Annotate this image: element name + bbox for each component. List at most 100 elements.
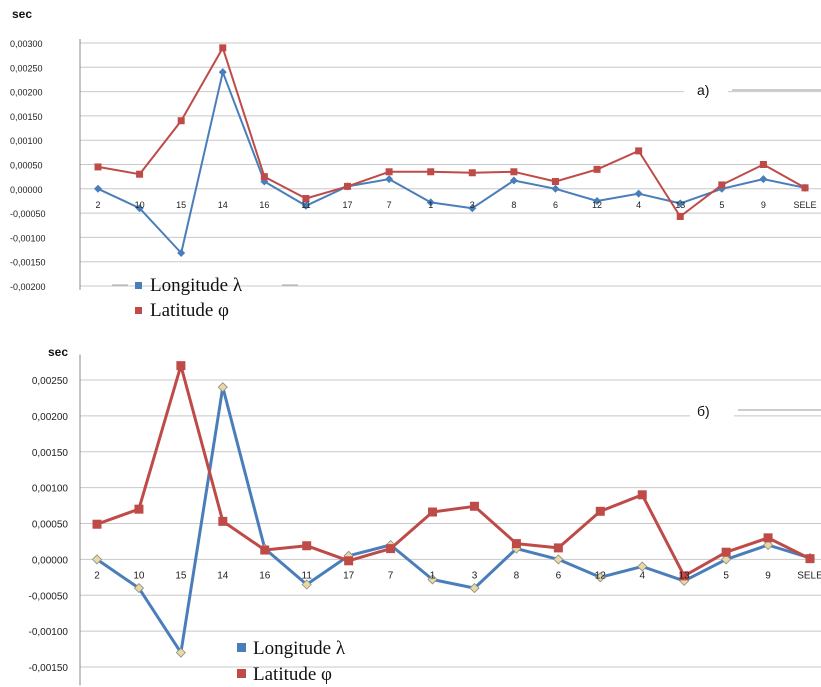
legend-swatch-longitude-a [135, 282, 142, 289]
chart-b: sec 0,002500,002000,001500,001000,000500… [29, 345, 821, 686]
data-point-longitude [551, 184, 560, 193]
data-point-latitude [718, 181, 726, 189]
legend-swatch-latitude-a [135, 307, 142, 314]
data-point-longitude [762, 539, 774, 551]
data-point-longitude [637, 561, 648, 572]
x-tick-label: SELE [797, 570, 821, 581]
data-point-longitude [301, 201, 310, 210]
legend-swatch-longitude-b [237, 643, 246, 652]
legend-label-latitude-a: Latitude φ [150, 300, 229, 321]
x-tick-label: 9 [765, 570, 771, 581]
y-tick-label: 0,00100 [10, 136, 43, 146]
x-axis-b: 2 10 15 14 16 11 17 7 1 3 8 6 12 4 13 5 9 SELE [94, 570, 821, 581]
data-point-latitude [136, 170, 144, 178]
legend-swatch-latitude-b [237, 669, 246, 678]
x-tick-label: 7 [388, 570, 394, 581]
data-point-longitude [759, 175, 768, 184]
x-tick-label: 8 [511, 200, 516, 210]
data-point-longitude [385, 175, 394, 184]
legend-label-latitude-b: Latitude φ [253, 664, 332, 685]
data-point-longitude [91, 554, 103, 565]
x-tick-label: 10 [135, 200, 145, 210]
data-point-latitude [176, 361, 186, 371]
data-point-latitude [134, 504, 144, 514]
y-tick-label: -0,00050 [29, 591, 69, 602]
x-tick-label: 5 [719, 200, 724, 210]
chart-a: sec 0,003000,002500,002000,001500,001000… [10, 7, 821, 321]
series-line-longitude [96, 385, 811, 655]
x-tick-label: 16 [259, 570, 271, 581]
data-point-longitude [634, 189, 643, 198]
data-point-longitude [509, 176, 518, 185]
x-tick-label: 14 [217, 570, 229, 581]
x-tick-label: 1 [428, 200, 433, 210]
data-point-longitude [676, 199, 685, 208]
x-tick-label: 14 [218, 200, 228, 210]
panel-label-b: б) [697, 403, 710, 419]
x-tick-label: SELE [793, 200, 816, 210]
data-point-latitude [468, 169, 476, 177]
data-point-latitude [385, 168, 393, 176]
data-point-longitude [175, 647, 186, 658]
grid-a [79, 39, 821, 290]
y-tick-label: 0,00250 [10, 63, 43, 73]
panel-label-group-a: а) [684, 78, 821, 102]
y-tick-label: 0,00150 [32, 448, 69, 459]
x-tick-label: 13 [675, 200, 685, 210]
x-tick-label: 6 [553, 200, 558, 210]
y-tick-label: 0,00000 [10, 185, 43, 195]
legend-label-longitude-b: Longitude λ [253, 638, 346, 659]
x-tick-label: 7 [387, 200, 392, 210]
x-tick-label: 9 [761, 200, 766, 210]
x-tick-label: 10 [133, 570, 145, 581]
y-unit-label-a: sec [12, 7, 32, 21]
data-point-latitude [511, 539, 521, 549]
x-tick-label: 1 [430, 570, 436, 581]
y-tick-label: -0,00100 [29, 627, 69, 638]
y-axis-b: 0,00250 0,00200 0,00150 0,00100 0,00050 0,000… [29, 376, 69, 674]
y-tick-label: -0,00200 [10, 282, 46, 292]
y-tick-label: -0,00100 [10, 233, 46, 243]
x-tick-label: 15 [176, 200, 186, 210]
data-point-longitude [427, 574, 438, 585]
data-point-longitude [135, 204, 144, 213]
data-point-latitude [763, 533, 773, 543]
data-point-latitude [219, 44, 227, 52]
data-point-latitude [344, 556, 354, 566]
data-point-longitude [133, 583, 145, 594]
data-point-latitude [637, 490, 647, 500]
data-point-latitude [679, 571, 689, 581]
series-line-latitude [97, 46, 806, 218]
x-axis-a: 2 10 15 14 16 11 17 7 1 3 8 6 12 4 13 5 9 SELE [95, 200, 816, 210]
x-tick-label: 5 [723, 570, 729, 581]
y-unit-label-b: sec [48, 345, 68, 359]
data-point-latitude [469, 501, 479, 511]
data-point-latitude [553, 543, 563, 553]
data-point-longitude [595, 572, 606, 583]
data-point-latitude [635, 147, 643, 155]
data-point-latitude [94, 163, 102, 171]
data-point-longitude [218, 68, 227, 77]
x-tick-label: 2 [94, 570, 100, 581]
data-point-latitude [721, 547, 731, 557]
data-point-latitude [92, 519, 102, 529]
data-point-longitude [593, 196, 602, 205]
data-point-latitude [218, 516, 228, 526]
data-point-latitude [344, 182, 352, 190]
data-point-latitude [302, 195, 310, 203]
data-point-latitude [801, 184, 809, 192]
y-tick-label: 0,00250 [32, 376, 69, 387]
x-tick-label: 6 [556, 570, 562, 581]
data-point-latitude [428, 507, 438, 517]
data-point-longitude [468, 204, 477, 213]
x-tick-label: 12 [595, 570, 607, 581]
data-point-longitude [469, 583, 480, 594]
data-point-latitude [551, 178, 559, 186]
series-line-longitude [97, 71, 806, 254]
x-tick-label: 13 [679, 570, 691, 581]
data-point-latitude [260, 173, 268, 181]
data-point-latitude [510, 168, 518, 176]
panel-label-group-b: б) [690, 398, 821, 422]
x-tick-label: 17 [343, 570, 355, 581]
data-point-latitude [386, 544, 396, 554]
